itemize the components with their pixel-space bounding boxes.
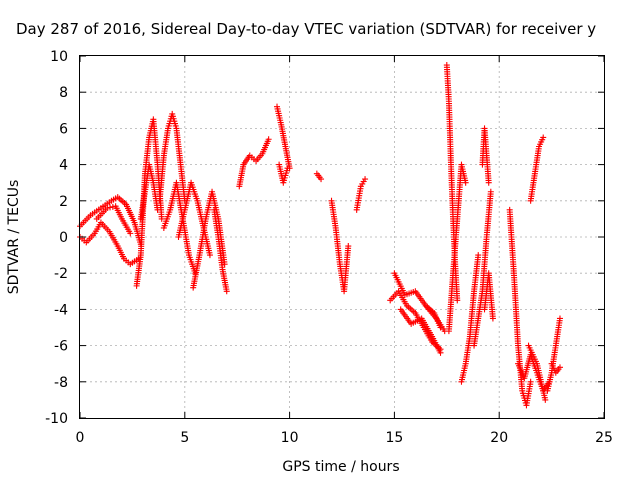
y-tick-label: 8: [59, 85, 68, 101]
data-points: [77, 62, 563, 409]
y-tick-labels: -10 -8 -6 -4 -2 0 2 4 6 8 10: [45, 49, 68, 427]
data-point: [107, 204, 114, 211]
data-point: [556, 315, 563, 322]
x-tick-label: 20: [490, 430, 508, 446]
data-point: [556, 364, 563, 371]
data-point: [265, 136, 272, 143]
x-tick-labels: 0 5 10 15 20 25: [76, 430, 613, 446]
data-point: [109, 203, 116, 210]
data-point: [318, 176, 325, 183]
y-tick-label: 4: [59, 158, 68, 174]
axis-ticks: [79, 55, 605, 419]
y-tick-label: -6: [54, 339, 68, 355]
y-tick-label: 10: [50, 49, 68, 65]
x-tick-label: 0: [76, 430, 85, 446]
y-tick-label: -2: [54, 266, 68, 282]
data-point: [345, 243, 352, 250]
chart-title: Day 287 of 2016, Sidereal Day-to-day VTE…: [16, 20, 596, 38]
y-tick-label: -4: [54, 302, 68, 318]
data-point: [485, 179, 492, 186]
plot-frame: [79, 55, 605, 419]
data-point: [487, 188, 494, 195]
data-point: [206, 252, 213, 259]
x-tick-label: 10: [281, 430, 299, 446]
x-tick-label: 15: [385, 430, 403, 446]
y-tick-label: -10: [45, 411, 68, 427]
data-point: [437, 324, 444, 331]
data-point: [362, 176, 369, 183]
data-point: [475, 252, 482, 259]
data-point: [462, 179, 469, 186]
data-point: [154, 206, 161, 213]
data-point: [104, 205, 111, 212]
data-point: [527, 378, 534, 385]
data-point: [542, 396, 549, 403]
x-tick-label: 25: [595, 430, 613, 446]
y-tick-label: 2: [59, 194, 68, 210]
data-point: [284, 165, 291, 172]
data-point: [489, 315, 496, 322]
data-point: [127, 230, 134, 237]
data-point: [437, 349, 444, 356]
y-tick-label: 0: [59, 230, 68, 246]
y-tick-label: 6: [59, 121, 68, 137]
data-point: [158, 215, 165, 222]
y-tick-label: -8: [54, 375, 68, 391]
x-axis-label: GPS time / hours: [282, 459, 399, 475]
data-point: [454, 297, 461, 304]
x-tick-label: 5: [180, 430, 189, 446]
data-point: [223, 288, 230, 295]
y-axis-label: SDTVAR / TECUs: [6, 180, 22, 295]
data-point: [540, 134, 547, 141]
